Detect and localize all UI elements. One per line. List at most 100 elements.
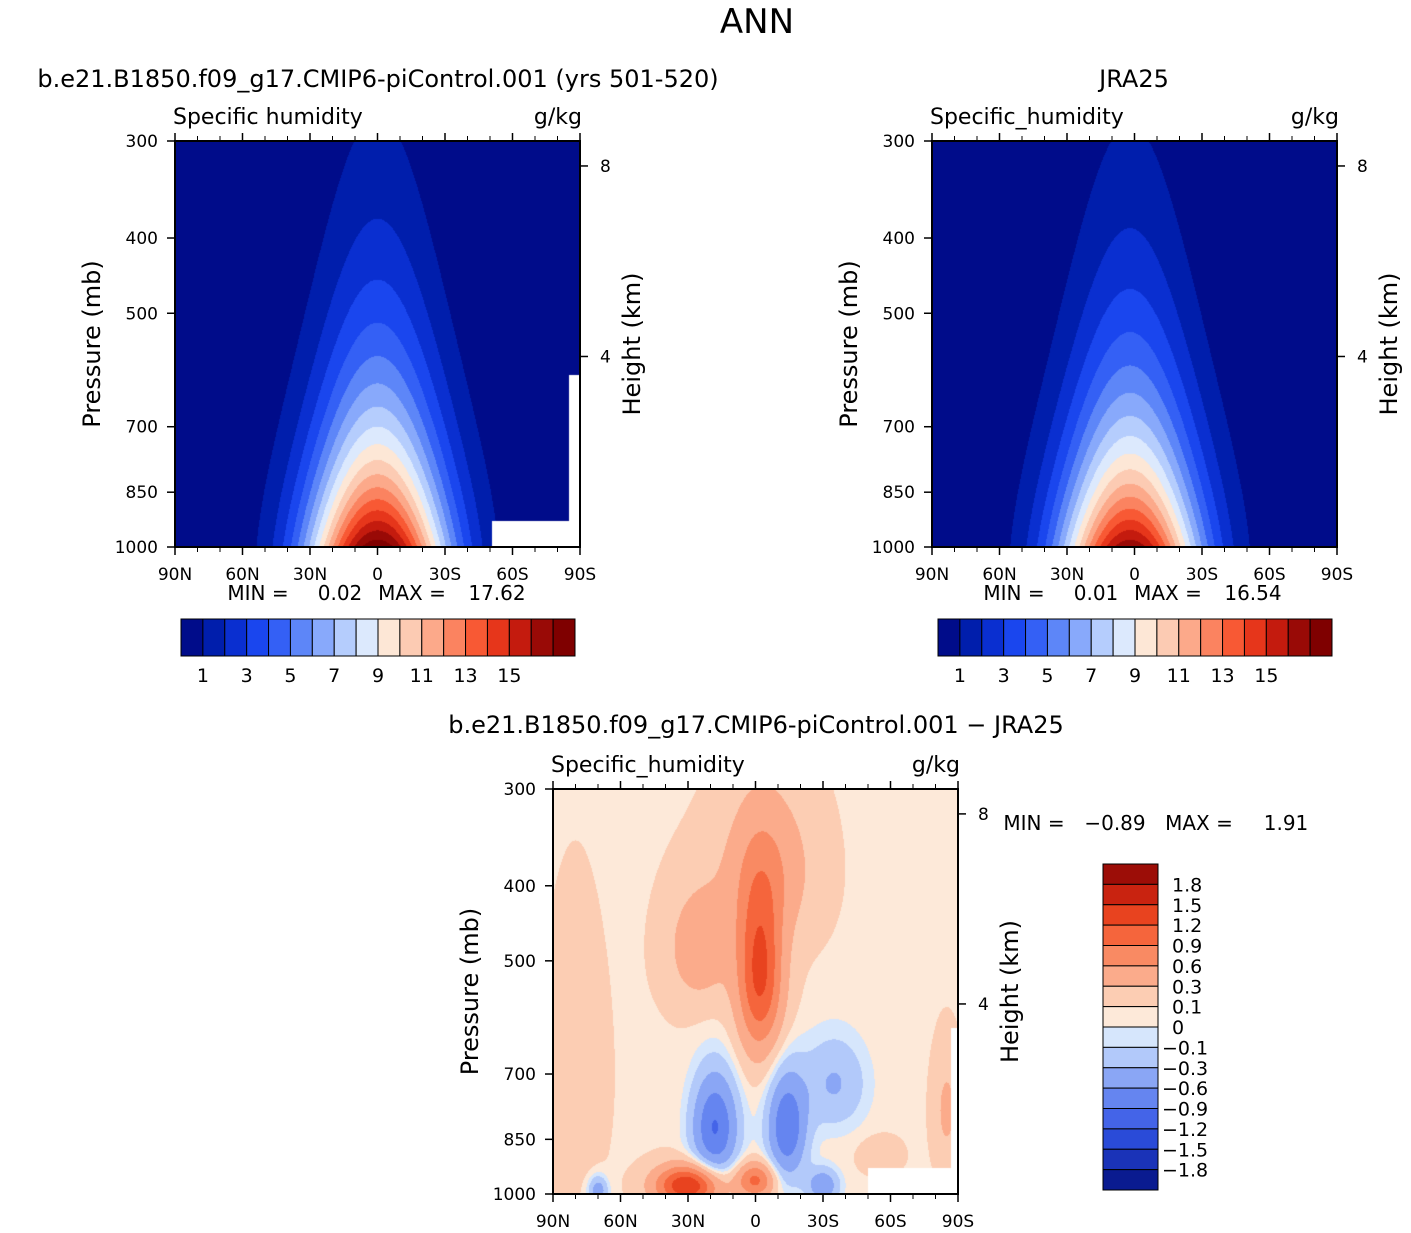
- colorbar-swatch: [486, 618, 510, 657]
- units-label: g/kg: [534, 105, 582, 130]
- colorbar-label: −1.2: [1162, 1119, 1208, 1141]
- x-tick-label: 60N: [982, 565, 1016, 585]
- contour-field: [553, 789, 958, 1194]
- colorbar-swatch: [1102, 1108, 1159, 1130]
- min-label: MIN =: [983, 581, 1044, 605]
- colorbar-label: 9: [1129, 665, 1141, 687]
- contour-field: [175, 141, 580, 547]
- y2-tick-label: 4: [600, 347, 611, 367]
- colorbar-label: 0.9: [1172, 936, 1202, 958]
- colorbar-swatch: [959, 618, 983, 657]
- colorbar-label: 9: [372, 665, 384, 687]
- colorbar-swatch: [1178, 618, 1202, 657]
- colorbar-swatch: [1102, 1046, 1159, 1069]
- colorbar-label: 1: [197, 665, 209, 687]
- x-tick-label: 0: [750, 1212, 761, 1232]
- min-value: 0.02: [318, 581, 363, 605]
- colorbar-swatch: [1102, 904, 1159, 926]
- y-tick-label: 300: [504, 780, 536, 800]
- colorbar-label: 13: [1210, 665, 1234, 687]
- y2-axis-label: Height (km): [1375, 273, 1403, 416]
- colorbar-label: 0.6: [1172, 956, 1202, 978]
- colorbar-swatch: [1025, 618, 1048, 657]
- x-tick-label: 90S: [942, 1212, 974, 1232]
- colorbar-swatch: [1046, 618, 1070, 657]
- x-tick-label: 90S: [1321, 565, 1353, 585]
- y-tick-label: 700: [504, 1065, 536, 1085]
- colorbar-label: 1.8: [1172, 874, 1202, 896]
- y2-tick-label: 8: [1357, 157, 1368, 177]
- max-label: MAX =: [1134, 581, 1202, 605]
- colorbar-label: 15: [1254, 665, 1278, 687]
- colorbar-swatch: [1309, 618, 1333, 657]
- figure-title: ANN: [720, 2, 794, 42]
- y-tick-label: 700: [883, 418, 915, 438]
- units-label: g/kg: [1291, 105, 1339, 130]
- colorbar-swatch: [1102, 1006, 1159, 1028]
- colorbar-label: 5: [1041, 665, 1053, 687]
- y-tick-label: 400: [126, 229, 158, 249]
- y-axis-label: Pressure (mb): [78, 260, 106, 427]
- x-tick-label: 60N: [225, 565, 259, 585]
- panel-title: JRA25: [1097, 65, 1169, 93]
- y-tick-label: 1000: [493, 1185, 536, 1205]
- y-tick-label: 500: [504, 952, 536, 972]
- variable-label: Specific_humidity: [551, 753, 745, 778]
- max-value: 1.91: [1264, 811, 1309, 835]
- colorbar-swatch: [530, 618, 554, 657]
- x-tick-label: 30S: [807, 1212, 839, 1232]
- colorbar-swatch: [1068, 618, 1092, 657]
- x-tick-label: 60N: [603, 1212, 637, 1232]
- variable-label: Specific_humidity: [930, 105, 1124, 130]
- colorbar-swatch: [1102, 924, 1159, 946]
- y-tick-label: 850: [126, 483, 158, 503]
- colorbar-swatch: [981, 618, 1005, 657]
- contour-field: [932, 141, 1337, 547]
- y2-tick-label: 4: [1357, 347, 1368, 367]
- colorbar-swatch: [1243, 618, 1267, 657]
- y-tick-label: 1000: [872, 538, 915, 558]
- colorbar-swatch: [1102, 1148, 1159, 1171]
- y-tick-label: 1000: [115, 538, 158, 558]
- panel-obs: JRA25 Specific_humidity g/kg 90N 60N 30N 0 30S 6…: [835, 65, 1403, 687]
- colorbar-label: −0.3: [1162, 1058, 1208, 1080]
- colorbar-swatch: [1222, 618, 1245, 657]
- colorbar-swatch: [1003, 618, 1027, 657]
- colorbar-label: 13: [453, 665, 477, 687]
- x-tick-label: 0: [1129, 565, 1140, 585]
- x-tick-label: 60S: [874, 1212, 906, 1232]
- colorbar-swatch: [224, 618, 248, 657]
- colorbar-swatch: [1102, 945, 1159, 967]
- colorbar-swatch: [1102, 985, 1159, 1008]
- y-tick-label: 300: [883, 132, 915, 152]
- y-tick-label: 400: [883, 229, 915, 249]
- x-tick-label: 90N: [158, 565, 192, 585]
- colorbar-swatch: [421, 618, 445, 657]
- colorbar-label: 11: [1167, 665, 1191, 687]
- colorbar-label: 0.1: [1172, 997, 1202, 1019]
- max-label: MAX =: [1165, 811, 1233, 835]
- colorbar-label: 7: [328, 665, 340, 687]
- y-tick-label: 500: [883, 304, 915, 324]
- max-label: MAX =: [378, 581, 446, 605]
- colorbar-label: 7: [1085, 665, 1097, 687]
- panel-model: b.e21.B1850.f09_g17.CMIP6-piControl.001 …: [37, 65, 718, 687]
- colorbar-label: −0.6: [1162, 1078, 1208, 1100]
- colorbar-swatch: [289, 618, 313, 657]
- colorbar-swatch: [399, 618, 423, 657]
- colorbar-swatch: [465, 618, 488, 657]
- colorbar-label: 0.3: [1172, 976, 1202, 998]
- min-label: MIN =: [1003, 811, 1064, 835]
- y-tick-label: 850: [883, 483, 915, 503]
- x-tick-label: 90S: [564, 565, 596, 585]
- min-value: 0.01: [1074, 581, 1119, 605]
- panel-diff: b.e21.B1850.f09_g17.CMIP6-piControl.001 …: [448, 711, 1308, 1232]
- y2-axis-label: Height (km): [618, 273, 646, 416]
- x-tick-label: 60S: [496, 565, 528, 585]
- panel-title: b.e21.B1850.f09_g17.CMIP6-piControl.001 …: [37, 65, 718, 93]
- colorbar-swatch: [180, 618, 204, 657]
- min-label: MIN =: [227, 581, 288, 605]
- colorbar-swatch: [1265, 618, 1289, 657]
- y-axis-label: Pressure (mb): [835, 260, 863, 427]
